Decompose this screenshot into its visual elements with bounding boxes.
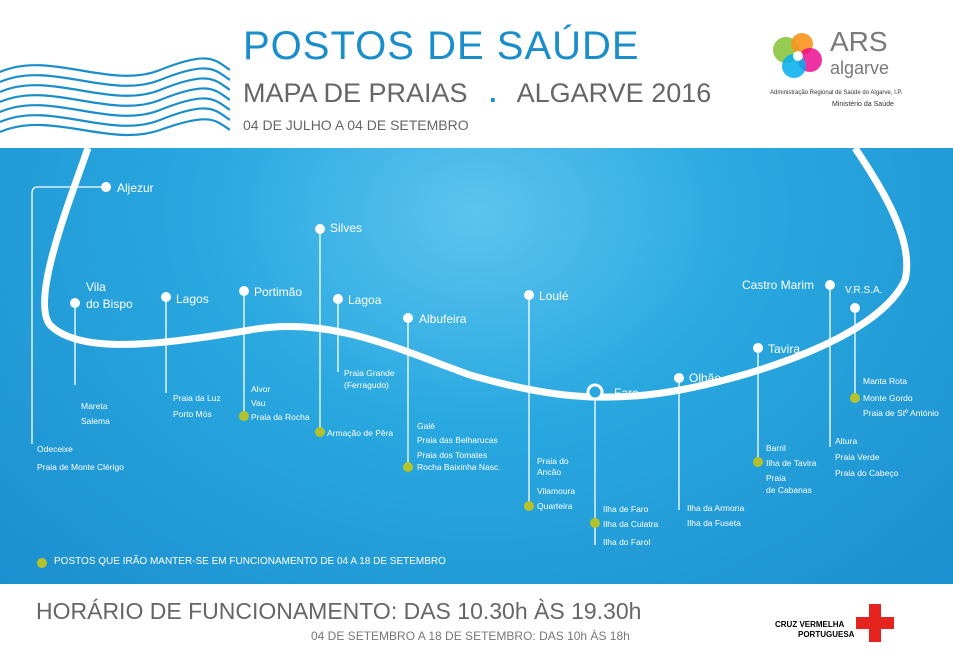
cvp-name-line1: CRUZ VERMELHA <box>775 620 845 629</box>
logo-agency: Administração Regional de Saúde do Algar… <box>770 90 903 96</box>
green-marker-quarteira <box>524 501 534 511</box>
footer <box>0 584 953 662</box>
faro-marker <box>586 383 604 401</box>
portimao-marker <box>239 286 249 296</box>
town-silves: Silves <box>330 221 363 235</box>
town-olhao: Olhão <box>689 371 722 385</box>
beach-ilha-da-armona: Ilha da Armona <box>687 503 745 513</box>
beach-manta-rota: Manta Rota <box>863 376 907 386</box>
beach-praia-verde: Praia Verde <box>835 452 880 462</box>
vila-do-bispo-marker <box>70 298 80 308</box>
beach-gale: Galé <box>417 421 435 431</box>
beach-praia-cabanas-2: de Cabanas <box>766 485 812 495</box>
beach-monte-clerigo: Praia de Monte Clérigo <box>37 462 124 472</box>
beach-mareta: Mareta <box>81 401 108 411</box>
town-albufeira: Albufeira <box>419 312 467 326</box>
aljezur-marker <box>101 182 111 192</box>
coastline <box>41 148 911 401</box>
olhao-marker <box>674 373 684 383</box>
beach-praia-cabanas-1: Praia <box>766 473 786 483</box>
header: POSTOS DE SAÚDE MAPA DE PRAIAS . ALGARVE… <box>0 0 953 148</box>
page-subtitle: MAPA DE PRAIAS . ALGARVE 2016 <box>243 78 711 109</box>
albufeira-marker <box>403 313 413 323</box>
beach-praia-da-luz: Praia da Luz <box>173 393 221 403</box>
lagoa-marker <box>333 294 343 304</box>
subtitle-right: ALGARVE 2016 <box>516 78 712 108</box>
beach-ancao: Ancão <box>537 467 562 477</box>
tavira-marker <box>753 343 763 353</box>
beach-vau: Vau <box>251 398 266 408</box>
town-lagos: Lagos <box>176 292 209 306</box>
beach-alvor: Alvor <box>251 384 271 394</box>
town-faro: Faro <box>614 386 639 400</box>
town-lagoa: Lagoa <box>348 293 382 307</box>
beach-praia-do: Praia do <box>537 456 569 466</box>
green-marker-ilha-culatra <box>590 518 600 528</box>
green-marker-rocha-baixinha <box>403 462 413 472</box>
town-vila-do-bispo-line2: do Bispo <box>86 297 133 311</box>
beach-map <box>0 148 953 584</box>
ars-logo-icon <box>773 33 822 78</box>
loule-marker <box>524 290 534 300</box>
beach-santo-antonio: Praia de Stº António <box>863 408 939 418</box>
page-title: POSTOS DE SAÚDE <box>243 24 640 68</box>
beach-armacao-de-pera: Armação de Pêra <box>327 428 394 438</box>
red-cross-icon <box>856 604 894 642</box>
beach-quarteira: Quarteira <box>537 501 573 511</box>
beach-praia-da-rocha: Praia da Rocha <box>251 412 310 422</box>
legend-text: POSTOS QUE IRÃO MANTER-SE EM FUNCIONAMEN… <box>54 556 446 567</box>
town-vrsa: V.R.S.A. <box>845 285 883 296</box>
town-aljezur: Aljezur <box>117 181 154 195</box>
green-marker-praia-da-rocha <box>239 411 249 421</box>
aljezur-line <box>31 186 105 444</box>
green-marker-ilha-tavira <box>753 457 763 467</box>
beach-praia-do-cabeco: Praia do Cabeço <box>835 468 899 478</box>
legend-marker <box>37 558 47 568</box>
beach-tomates: Praia dos Tomates <box>417 450 488 460</box>
beach-ilha-do-farol: Ilha do Farol <box>603 537 651 547</box>
beach-vilamoura: Vilamoura <box>537 486 576 496</box>
beach-altura: Altura <box>835 436 858 446</box>
date-range: 04 DE JULHO A 04 DE SETEMBRO <box>243 117 469 133</box>
beach-ilha-de-tavira: Ilha de Tavira <box>766 458 817 468</box>
vrsa-marker <box>850 303 860 313</box>
lagos-marker <box>161 292 171 302</box>
beach-monte-gordo: Monte Gordo <box>863 393 913 403</box>
beach-barril: Barril <box>766 443 786 453</box>
beach-ilha-de-faro: Ilha de Faro <box>603 504 649 514</box>
logo-ministry: Ministério da Saúde <box>832 101 894 108</box>
beach-salema: Salema <box>81 416 110 426</box>
town-vila-do-bispo-line1: Vila <box>86 280 106 294</box>
beach-porto-mos: Porto Mós <box>173 409 212 419</box>
logo-name: ARS <box>830 26 888 57</box>
town-tavira: Tavira <box>768 342 801 356</box>
september-hours: 04 DE SETEMBRO A 18 DE SETEMBRO: DAS 10h… <box>311 629 630 643</box>
opening-hours: HORÁRIO DE FUNCIONAMENTO: DAS 10.30h ÀS … <box>36 598 642 624</box>
beach-ilha-da-culatra: Ilha da Culatra <box>603 519 659 529</box>
beach-ferragudo: (Ferragudo) <box>344 380 389 390</box>
castro-marim-marker <box>825 280 835 290</box>
beach-ilha-da-fuseta: Ilha da Fuseta <box>687 518 741 528</box>
cvp-name-line2: PORTUGUESA <box>798 630 855 639</box>
beach-odeceixe: Odeceixe <box>37 444 73 454</box>
subtitle-separator: . <box>489 78 497 108</box>
coastline-map <box>31 148 911 568</box>
beach-belharucas: Praia das Belharucas <box>417 435 498 445</box>
wave-decoration <box>0 57 230 137</box>
logo-sub: algarve <box>830 58 890 78</box>
green-marker-monte-gordo <box>850 393 860 403</box>
subtitle-left: MAPA DE PRAIAS <box>243 78 468 108</box>
green-marker-armacao <box>315 427 325 437</box>
beach-praia-grande: Praia Grande <box>344 368 395 378</box>
town-castro-marim: Castro Marim <box>742 278 815 292</box>
silves-marker <box>315 224 325 234</box>
beach-rocha-baixinha: Rocha Baixinha Nasc. <box>417 462 501 472</box>
town-loule: Loulé <box>539 289 569 303</box>
town-portimao: Portimão <box>254 285 303 299</box>
